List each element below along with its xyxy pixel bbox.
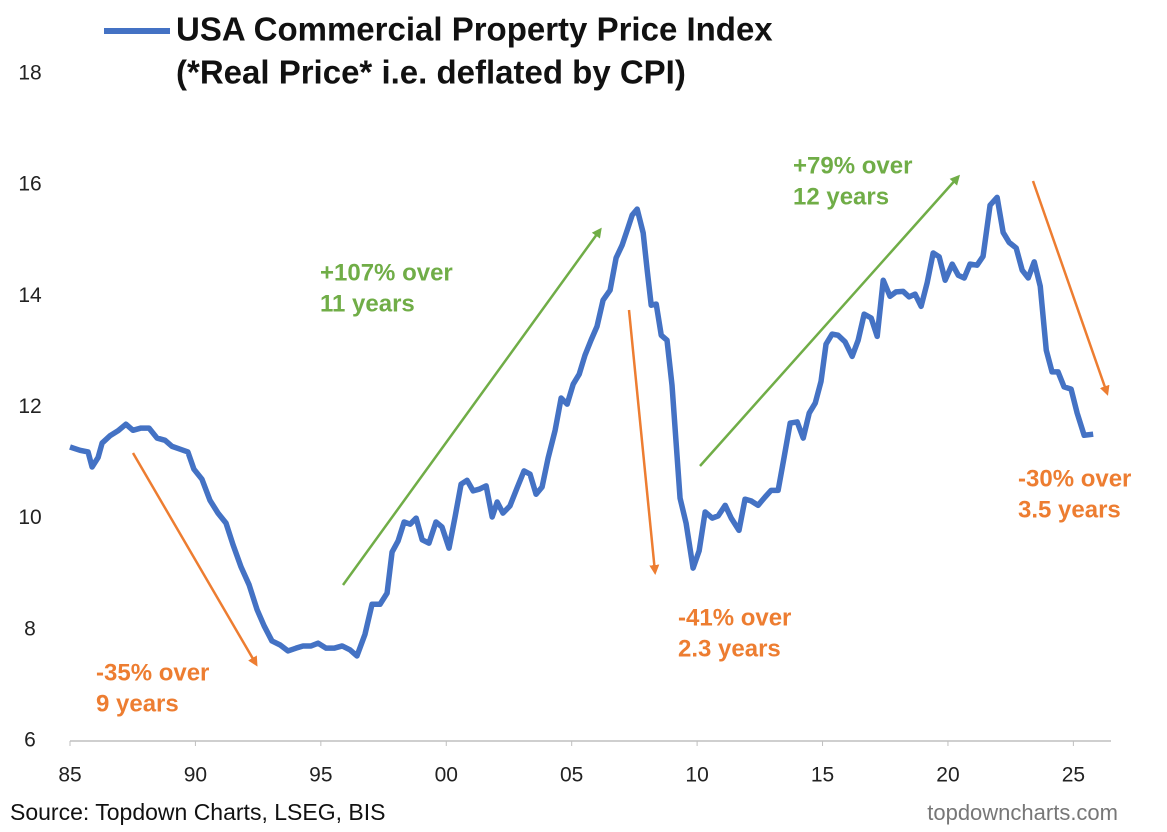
annotation: -30% over xyxy=(1018,465,1131,492)
annotation: 9 years xyxy=(96,690,179,717)
arrow xyxy=(627,309,660,575)
y-tick-label: 18 xyxy=(18,62,41,85)
x-tick-label: 90 xyxy=(184,764,207,787)
legend-label: USA Commercial Property Price Index xyxy=(176,11,773,48)
x-tick-label: 05 xyxy=(560,764,583,787)
annotation: -35% over xyxy=(96,659,209,686)
arrow xyxy=(699,174,960,467)
x-tick-label: 10 xyxy=(685,764,708,787)
arrow xyxy=(131,452,258,667)
series-line xyxy=(69,194,1094,659)
annotation: +107% over xyxy=(320,259,453,286)
y-tick-label: 8 xyxy=(24,617,36,640)
annotation: -41% over xyxy=(678,604,791,631)
arrows xyxy=(131,174,1110,667)
annotation: 3.5 years xyxy=(1018,496,1121,523)
x-tick-label: 95 xyxy=(309,764,332,787)
y-tick-label: 10 xyxy=(18,506,41,529)
chart-title: (*Real Price* i.e. deflated by CPI) xyxy=(176,54,686,91)
annotation: 11 years xyxy=(320,290,415,317)
y-tick-label: 14 xyxy=(18,284,42,307)
y-tick-label: 16 xyxy=(18,173,41,196)
x-tick-label: 00 xyxy=(435,764,458,787)
watermark: topdowncharts.com xyxy=(927,800,1118,825)
annotation: 12 years xyxy=(793,183,889,210)
x-tick-label: 85 xyxy=(58,764,81,787)
x-tick-label: 20 xyxy=(936,764,959,787)
annotation: 2.3 years xyxy=(678,635,781,662)
y-tick-label: 12 xyxy=(18,395,41,418)
source: Source: Topdown Charts, LSEG, BIS xyxy=(10,799,385,825)
y-tick-label: 6 xyxy=(24,729,36,752)
arrow xyxy=(341,227,602,586)
annotation: +79% over xyxy=(793,152,912,179)
x-tick-label: 15 xyxy=(811,764,834,787)
x-tick-label: 25 xyxy=(1062,764,1085,787)
arrow xyxy=(1031,180,1110,396)
